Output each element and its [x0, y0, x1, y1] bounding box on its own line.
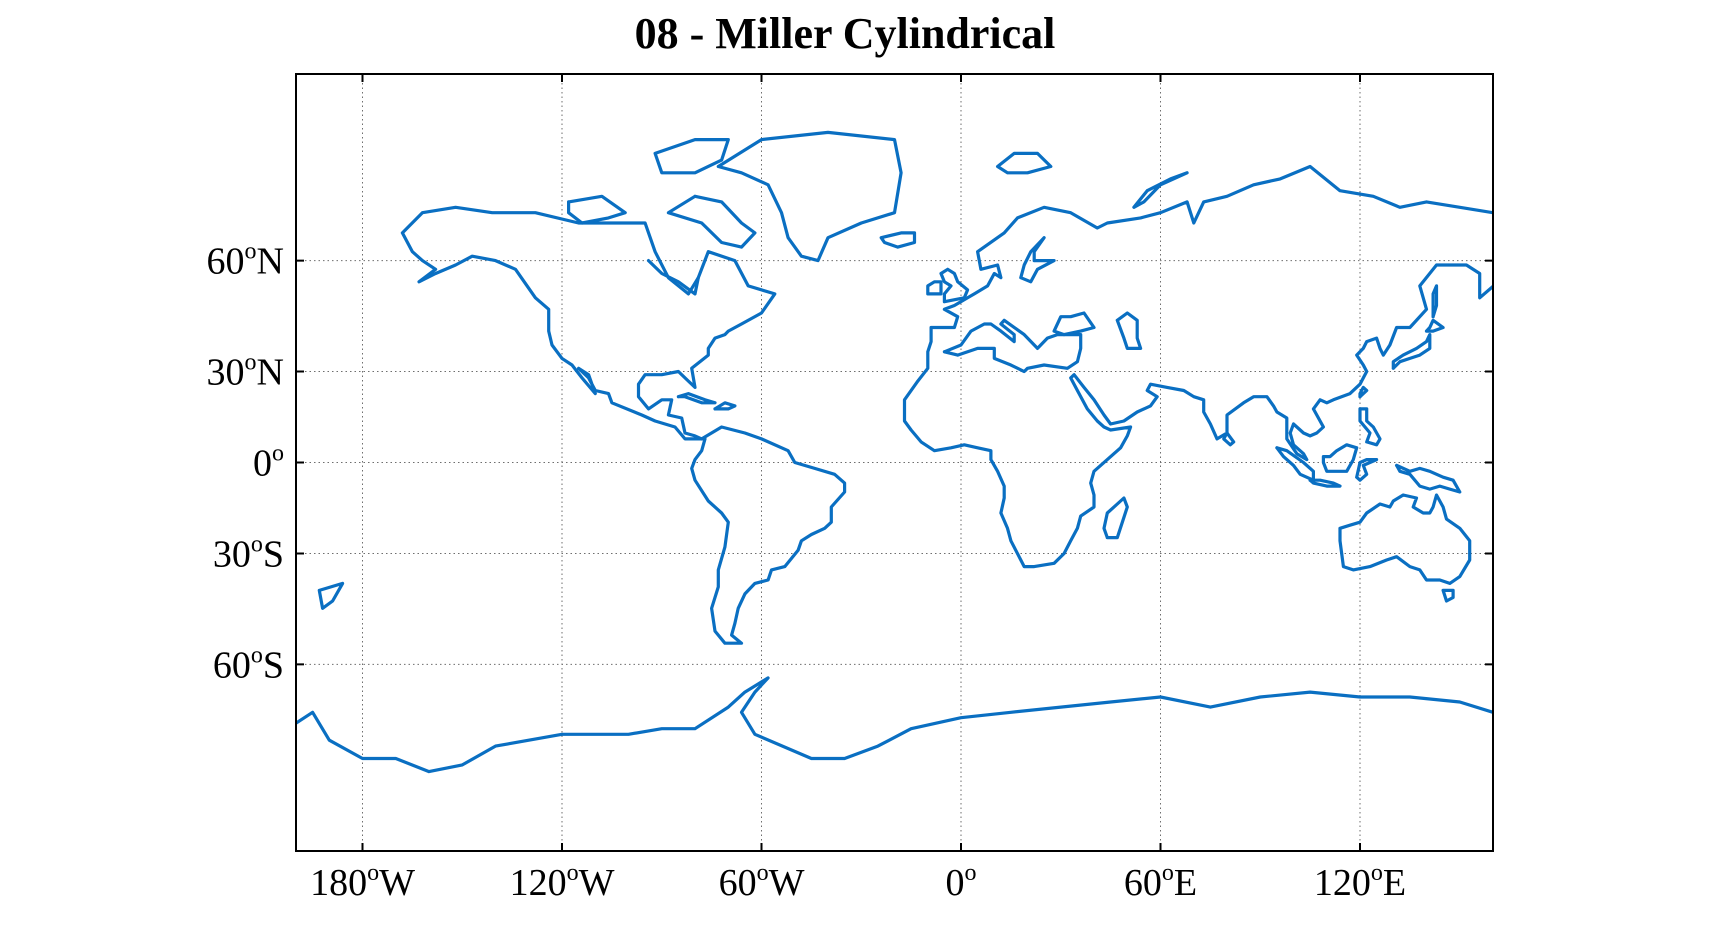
coastlines	[296, 130, 1493, 774]
lon-label-180W: 180oW	[310, 860, 415, 904]
coastline-ireland	[926, 280, 943, 296]
coastline-mediterranean-north	[942, 318, 1083, 374]
coastline-antarctica	[296, 676, 1493, 774]
coastline-hispaniola	[713, 401, 737, 411]
coastline-taiwan	[1358, 385, 1369, 399]
coastline-iceland	[879, 231, 917, 249]
coastline-great-britain	[939, 267, 970, 304]
coastline-caspian-sea	[1115, 311, 1143, 350]
coastline-novaya-zemlya	[1132, 171, 1189, 209]
coastline-madagascar	[1102, 496, 1129, 540]
coastline-java	[1308, 478, 1342, 488]
coastline-japan	[1391, 333, 1432, 370]
coastline-philippines	[1358, 407, 1382, 447]
map-frame	[295, 73, 1494, 852]
coastline-victoria-island	[566, 194, 627, 225]
coastline-scandinavia-gulf	[1019, 236, 1056, 284]
lat-label-30N: 30oN	[207, 349, 284, 393]
coastline-hudson-bay-south	[646, 259, 700, 296]
coastline-new-zealand-south	[317, 581, 345, 610]
coastline-greenland	[716, 130, 903, 263]
coastline-eurasia-africa	[902, 164, 1493, 569]
lat-label-60N: 60oN	[207, 239, 284, 283]
coastline-ellesmere-island	[653, 138, 730, 175]
coastline-sulawesi	[1355, 458, 1379, 482]
tick-labels: 60oN 30oN 0o 30oS 60oS 180oW 120oW 60oW 0o 60oE 12…	[207, 239, 1407, 904]
lat-label-0: 0o	[253, 441, 284, 485]
coastline-sakhalin	[1431, 284, 1439, 319]
lon-label-0: 0o	[946, 860, 977, 904]
coastline-south-america	[690, 425, 847, 645]
graticule	[296, 74, 1493, 851]
coastline-hokkaido	[1424, 318, 1445, 333]
lat-label-30S: 30oS	[213, 532, 284, 576]
coastline-borneo	[1321, 443, 1359, 473]
coastline-cuba	[676, 392, 717, 405]
map-title: 08 - Miller Cylindrical	[635, 9, 1056, 58]
coastline-tasmania	[1441, 588, 1455, 603]
coastline-black-sea	[1052, 311, 1096, 337]
lon-label-120E: 120oE	[1314, 860, 1406, 904]
coastline-sri-lanka	[1222, 431, 1236, 447]
lon-label-60W: 60oW	[719, 860, 805, 904]
lon-label-60E: 60oE	[1124, 860, 1197, 904]
coastline-australia	[1338, 493, 1472, 586]
coastline-new-guinea	[1394, 463, 1462, 494]
coastline-baffin-island	[666, 194, 757, 249]
coastline-svalbard	[995, 151, 1053, 175]
lat-label-60S: 60oS	[213, 642, 284, 686]
lon-label-120W: 120oW	[510, 860, 615, 904]
